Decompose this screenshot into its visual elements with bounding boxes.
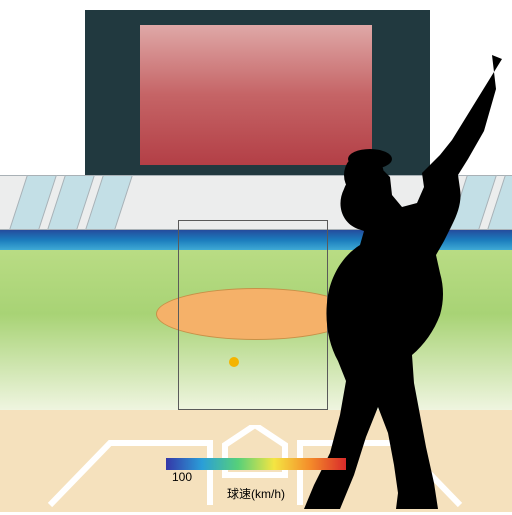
legend-tick-max: 150 <box>320 470 340 484</box>
legend-gradient-bar <box>166 458 346 470</box>
batter-silhouette <box>292 55 512 510</box>
legend-title: 球速(km/h) <box>166 485 346 502</box>
velocity-legend: 100 150 球速(km/h) <box>166 458 346 502</box>
legend-tick-min: 100 <box>172 470 192 484</box>
pitch-dot <box>229 357 239 367</box>
